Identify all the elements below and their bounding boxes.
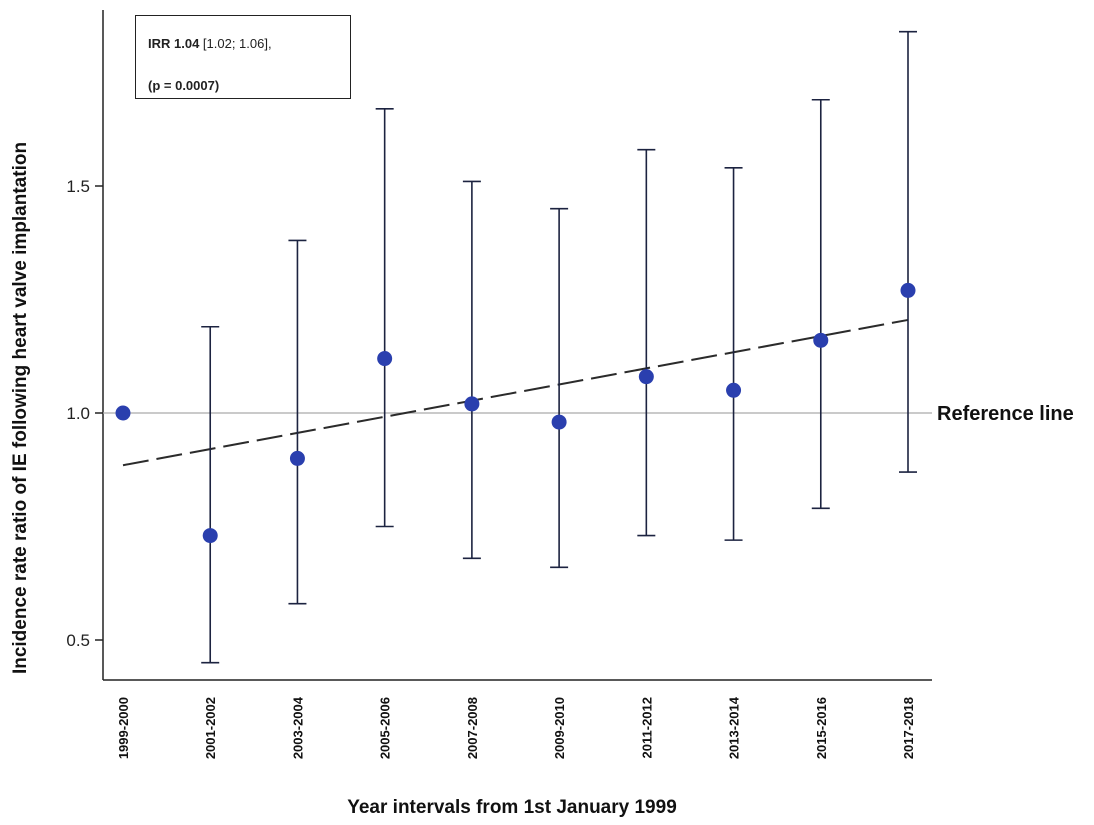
x-tick-label: 2017-2018 bbox=[901, 697, 916, 759]
data-point bbox=[900, 282, 916, 298]
error-bar bbox=[462, 180, 481, 560]
trend-line-layer bbox=[122, 318, 909, 467]
data-point bbox=[289, 450, 305, 466]
y-tick-label: 0.5 bbox=[66, 631, 90, 650]
x-tick-label: 2009-2010 bbox=[552, 697, 567, 759]
point-layer bbox=[115, 282, 916, 544]
y-axis-title: Incidence rate ratio of IE following hea… bbox=[10, 142, 31, 674]
error-bar bbox=[375, 108, 394, 528]
trend-line bbox=[122, 318, 909, 467]
error-bar bbox=[288, 239, 307, 605]
x-tick-label: 2001-2002 bbox=[203, 697, 218, 759]
x-tick-label: 2005-2006 bbox=[378, 697, 393, 759]
x-tick-layer: 1999-2000 2001-2002 2003-2004 2005-2006 2007… bbox=[116, 696, 916, 759]
x-tick-label: 2003-2004 bbox=[290, 696, 305, 759]
x-tick-label: 2013-2014 bbox=[727, 696, 742, 759]
error-bar bbox=[550, 207, 569, 569]
x-tick-label: 1999-2000 bbox=[116, 697, 131, 759]
irr-ci: [1.02; 1.06], bbox=[199, 36, 272, 51]
x-tick-label: 2011-2012 bbox=[639, 697, 654, 758]
error-bar bbox=[724, 167, 743, 541]
y-tick-layer: 0.5 1.0 1.5 bbox=[66, 177, 103, 650]
reference-line-label: Reference line bbox=[937, 403, 1074, 425]
data-point bbox=[726, 382, 742, 398]
data-point bbox=[115, 405, 131, 421]
irr-annotation-line: IRR 1.04 [1.02; 1.06], bbox=[148, 36, 272, 51]
x-tick-label: 2015-2016 bbox=[814, 697, 829, 759]
data-point bbox=[202, 528, 218, 544]
errorbar-layer bbox=[201, 30, 917, 664]
data-point bbox=[377, 351, 393, 367]
error-bar bbox=[637, 148, 656, 537]
error-bar bbox=[201, 325, 220, 664]
irr-value: IRR 1.04 bbox=[148, 36, 200, 51]
p-value: (p = 0.0007) bbox=[148, 78, 220, 93]
error-bar bbox=[811, 98, 830, 510]
error-bar bbox=[899, 30, 917, 473]
data-point bbox=[813, 332, 829, 348]
data-point bbox=[551, 414, 567, 430]
x-axis-title: Year intervals from 1st January 1999 bbox=[347, 797, 677, 818]
data-point bbox=[638, 369, 654, 385]
y-tick-label: 1.5 bbox=[66, 177, 90, 196]
data-point bbox=[464, 396, 480, 412]
irr-annotation-box: IRR 1.04 [1.02; 1.06], (p = 0.0007) bbox=[135, 15, 351, 99]
x-tick-label: 2007-2008 bbox=[465, 697, 480, 759]
axes bbox=[102, 10, 932, 681]
y-tick-label: 1.0 bbox=[66, 404, 90, 423]
